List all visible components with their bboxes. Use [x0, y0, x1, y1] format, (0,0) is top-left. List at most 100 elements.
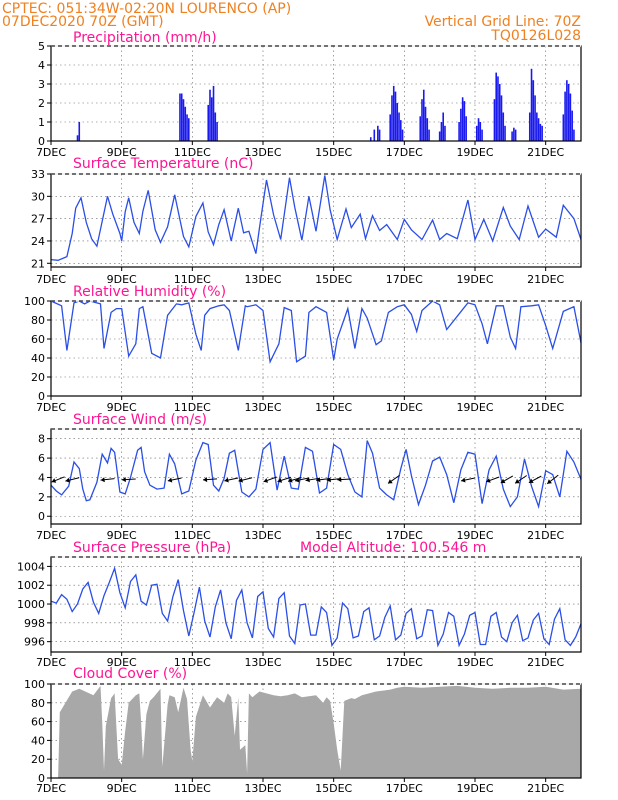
- x-tick-label: 7DEC: [36, 529, 66, 542]
- precip-bar: [212, 85, 215, 141]
- x-tick-label: 17DEC: [386, 273, 423, 286]
- x-tick-label: 21DEC: [527, 656, 564, 669]
- wind-arrow: [238, 477, 253, 483]
- wind-arrow-head: [500, 478, 506, 484]
- precip-bar: [391, 95, 393, 141]
- x-tick-label: 19DEC: [456, 273, 493, 286]
- precip-bar: [458, 122, 460, 141]
- wind-arrow: [65, 477, 80, 483]
- precip-bar: [78, 122, 81, 141]
- precip-bar: [392, 85, 395, 141]
- temperature-line: [50, 175, 582, 261]
- precip-bar: [481, 129, 483, 141]
- wind-arrow-head: [515, 479, 520, 484]
- wind-arrow: [294, 477, 309, 483]
- x-tick-label: 13DEC: [244, 401, 281, 414]
- precip-bar: [400, 120, 402, 141]
- precip-bar: [537, 118, 540, 141]
- precip-bar: [539, 123, 542, 141]
- wind-arrow-head: [238, 477, 243, 483]
- x-tick-label: 19DEC: [456, 529, 493, 542]
- wind-y-tick-label: 6: [38, 452, 45, 465]
- precip-bar: [179, 93, 181, 141]
- x-tick-label: 17DEC: [386, 656, 423, 669]
- precip-bar: [438, 131, 441, 141]
- cloud-y-tick-label: 40: [31, 734, 45, 747]
- precip-bar: [426, 118, 429, 141]
- x-tick-label: 13DEC: [244, 273, 281, 286]
- pressure-line: [50, 566, 582, 648]
- precip-bar: [504, 125, 506, 141]
- x-tick-label: 17DEC: [386, 782, 423, 795]
- precip-bar: [498, 84, 501, 141]
- precip-bar: [513, 127, 515, 141]
- x-tick-label: 9DEC: [107, 782, 137, 795]
- x-tick-label: 11DEC: [174, 529, 211, 542]
- wind-arrow: [546, 474, 559, 485]
- temperature-y-tick-label: 30: [31, 190, 45, 203]
- cloud-y-tick-label: 80: [31, 697, 45, 710]
- cloud-y-tick-label: 60: [31, 716, 45, 729]
- wind-y-tick-label: 0: [38, 510, 45, 523]
- wind-arrow-head: [51, 478, 57, 483]
- precip-bar: [493, 99, 496, 141]
- precip-bar: [564, 91, 566, 141]
- precip-bar: [562, 114, 565, 141]
- precip-bar: [566, 80, 568, 141]
- wind-y-tick-label: 8: [38, 433, 45, 446]
- x-tick-label: 19DEC: [456, 782, 493, 795]
- precip-bar: [424, 106, 427, 141]
- x-tick-label: 19DEC: [456, 146, 493, 159]
- pressure-y-tick-label: 998: [24, 617, 45, 630]
- wind-arrow: [305, 477, 320, 483]
- humidity-y-tick-label: 20: [31, 371, 45, 384]
- x-tick-label: 19DEC: [456, 656, 493, 669]
- x-tick-label: 13DEC: [244, 529, 281, 542]
- wind-arrow-head: [203, 477, 208, 483]
- wind-arrow: [277, 476, 292, 483]
- cloud-title: Cloud Cover (%): [73, 666, 187, 682]
- precip-bar: [186, 114, 188, 141]
- precip-y-tick-label: 0: [38, 135, 45, 148]
- precip-bar: [460, 108, 462, 141]
- wind-arrow: [263, 476, 277, 483]
- precip-bar: [536, 112, 538, 141]
- precip-bar: [495, 72, 497, 141]
- precip-bar: [571, 110, 573, 141]
- x-tick-label: 17DEC: [386, 146, 423, 159]
- wind-arrow-head: [121, 477, 126, 483]
- precip-bar: [373, 129, 376, 141]
- wind-arrow-head: [288, 477, 293, 483]
- precip-bar: [528, 112, 531, 141]
- precip-bar: [479, 122, 482, 141]
- precip-bar: [184, 106, 187, 141]
- x-tick-label: 9DEC: [107, 401, 137, 414]
- humidity-panel: 0 20 40 60 80 100 7DEC 9DEC 11DEC 13DEC 15DEC 17DEC…: [24, 284, 582, 414]
- humidity-y-tick-label: 80: [31, 314, 45, 327]
- precip-bar: [76, 135, 79, 141]
- wind-arrow: [337, 477, 352, 483]
- cloud-y-tick-label: 100: [24, 678, 45, 691]
- temperature-y-tick-label: 21: [31, 257, 45, 270]
- x-tick-label: 17DEC: [386, 529, 423, 542]
- precip-y-tick-label: 4: [38, 59, 45, 72]
- precip-bar: [530, 68, 533, 141]
- cloud-panel: 0 20 40 60 80 100 7DEC 9DEC 11DEC 13DEC 15DEC 17DEC…: [24, 666, 582, 795]
- wind-y-tick-label: 4: [38, 471, 45, 484]
- x-tick-label: 13DEC: [244, 782, 281, 795]
- x-tick-label: 9DEC: [107, 146, 137, 159]
- wind-arrow-head: [295, 477, 300, 483]
- wind-arrow-head: [337, 477, 342, 483]
- wind-arrow: [528, 475, 542, 484]
- wind-line: [50, 440, 582, 510]
- precip-bar: [511, 131, 513, 141]
- header-model-code: TQ0126L028: [490, 28, 581, 44]
- precip-y-tick-label: 1: [38, 116, 45, 129]
- precip-bar: [514, 129, 517, 141]
- precip-bar: [419, 116, 422, 141]
- precip-panel: 0 1 2 3 4 5 7DEC 9DEC 11DEC 13DEC 15DEC 17DEC 19DEC 2…: [36, 30, 582, 159]
- precip-bar: [569, 93, 572, 141]
- precip-bar: [463, 101, 466, 141]
- x-tick-label: 7DEC: [36, 656, 66, 669]
